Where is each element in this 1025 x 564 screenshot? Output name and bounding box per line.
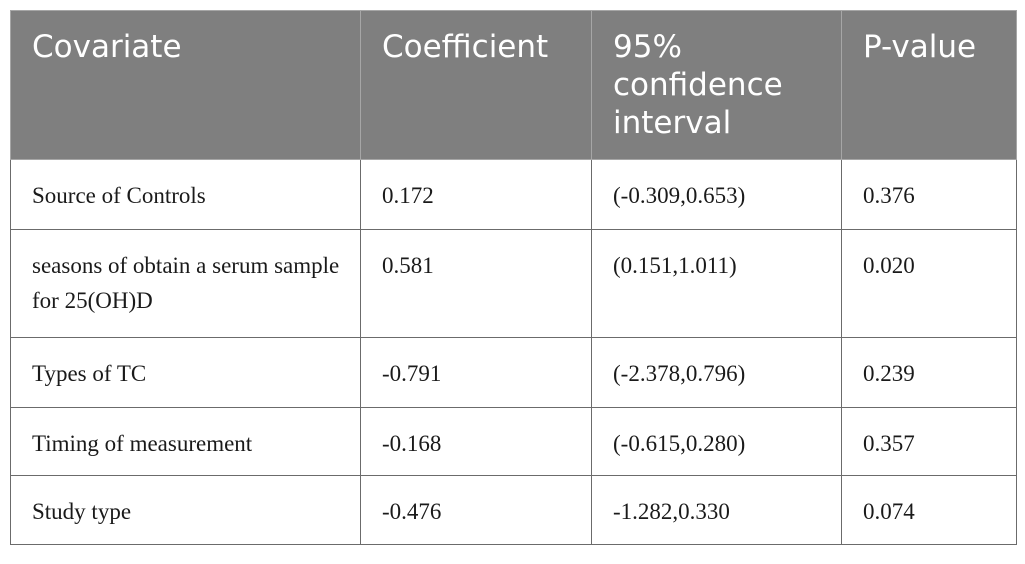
table-row: Types of TC -0.791 (-2.378,0.796) 0.239 xyxy=(10,337,1017,408)
cell-coefficient: -0.168 xyxy=(360,407,592,476)
cell-confidence-interval: (0.151,1.011) xyxy=(591,229,842,338)
table-row: Study type -0.476 -1.282,0.330 0.074 xyxy=(10,475,1017,545)
cell-covariate: Timing of measurement xyxy=(10,407,361,476)
table-body: Source of Controls 0.172 (-0.309,0.653) … xyxy=(10,159,1017,545)
cell-p-value: 0.357 xyxy=(841,407,1017,476)
cell-coefficient: -0.791 xyxy=(360,337,592,408)
cell-p-value: 0.020 xyxy=(841,229,1017,338)
cell-coefficient: 0.172 xyxy=(360,159,592,230)
cell-p-value: 0.376 xyxy=(841,159,1017,230)
cell-confidence-interval: -1.282,0.330 xyxy=(591,475,842,545)
cell-confidence-interval: (-0.615,0.280) xyxy=(591,407,842,476)
regression-table: Covariate Coefficient 95% confidence int… xyxy=(10,10,1017,545)
regression-table-container: Covariate Coefficient 95% confidence int… xyxy=(10,10,1017,545)
header-p-value: P-value xyxy=(841,10,1017,160)
cell-p-value: 0.239 xyxy=(841,337,1017,408)
cell-confidence-interval: (-2.378,0.796) xyxy=(591,337,842,408)
cell-covariate: Types of TC xyxy=(10,337,361,408)
cell-coefficient: -0.476 xyxy=(360,475,592,545)
table-row: Timing of measurement -0.168 (-0.615,0.2… xyxy=(10,407,1017,476)
table-header: Covariate Coefficient 95% confidence int… xyxy=(10,10,1017,160)
table-row: seasons of obtain a serum sample for 25(… xyxy=(10,229,1017,338)
cell-covariate: Study type xyxy=(10,475,361,545)
cell-covariate: seasons of obtain a serum sample for 25(… xyxy=(10,229,361,338)
cell-coefficient: 0.581 xyxy=(360,229,592,338)
header-row: Covariate Coefficient 95% confidence int… xyxy=(10,10,1017,160)
cell-covariate: Source of Controls xyxy=(10,159,361,230)
table-row: Source of Controls 0.172 (-0.309,0.653) … xyxy=(10,159,1017,230)
header-confidence-interval: 95% confidence interval xyxy=(591,10,842,160)
cell-confidence-interval: (-0.309,0.653) xyxy=(591,159,842,230)
cell-p-value: 0.074 xyxy=(841,475,1017,545)
header-covariate: Covariate xyxy=(10,10,361,160)
header-coefficient: Coefficient xyxy=(360,10,592,160)
